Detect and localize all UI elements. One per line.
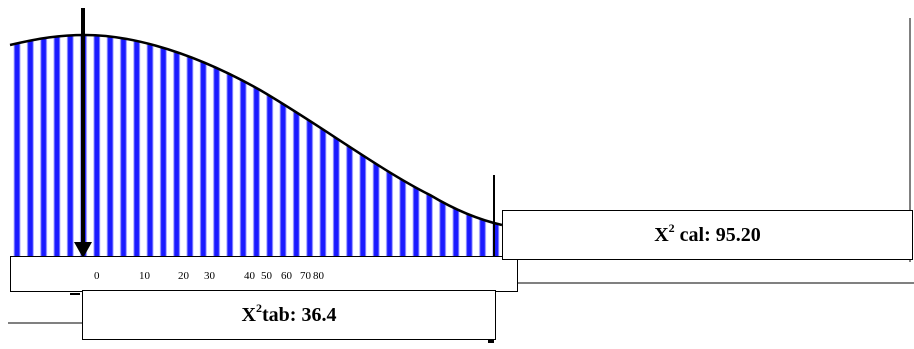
critical-text: tab: 36.4	[262, 303, 337, 326]
axis-tick-label: 10	[139, 270, 150, 282]
calculated-power: 2	[668, 220, 675, 235]
density-curve	[9, 33, 503, 227]
arrow-down-icon	[74, 242, 92, 258]
axis-tick-label: 50	[261, 270, 272, 282]
axis-tick-label: 0	[94, 270, 100, 282]
axis-tick-label: 30	[204, 270, 215, 282]
axis-tick-label: 40	[244, 270, 255, 282]
tick-mark-left	[70, 293, 80, 295]
axis-tick-label: 60	[281, 270, 292, 282]
critical-power: 2	[256, 300, 262, 315]
axis-scale-bar: 0 10 20 30 40 50 60 70 80	[10, 256, 518, 292]
critical-symbol: X	[241, 303, 256, 326]
tick-mark-right	[488, 340, 494, 343]
critical-value-box: X 2 tab: 36.4	[82, 290, 496, 340]
axis-tick-label: 20	[178, 270, 189, 282]
calculated-symbol: X	[654, 223, 669, 246]
axis-tick-label: 80	[313, 270, 324, 282]
axis-tick-label: 70	[300, 270, 311, 282]
calculated-text: cal: 95.20	[674, 223, 761, 246]
